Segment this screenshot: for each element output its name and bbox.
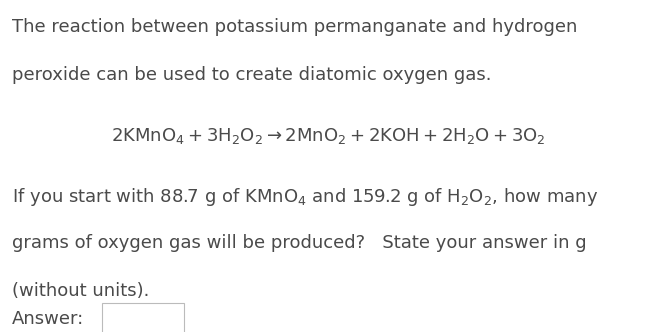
Text: The reaction between potassium permanganate and hydrogen: The reaction between potassium permangan… (12, 18, 578, 36)
Text: Answer:: Answer: (12, 310, 84, 328)
Text: grams of oxygen gas will be produced?   State your answer in g: grams of oxygen gas will be produced? St… (12, 234, 587, 252)
Text: (without units).: (without units). (12, 282, 149, 300)
Text: If you start with 88.7 g of KMnO$_4$ and 159.2 g of H$_2$O$_2$, how many: If you start with 88.7 g of KMnO$_4$ and… (12, 186, 598, 208)
FancyBboxPatch shape (102, 303, 184, 332)
Text: peroxide can be used to create diatomic oxygen gas.: peroxide can be used to create diatomic … (12, 66, 491, 84)
Text: $\mathregular{2KMnO_4 + 3H_2O_2 \rightarrow 2MnO_2 + 2KOH + 2H_2O + 3O_2}$: $\mathregular{2KMnO_4 + 3H_2O_2 \rightar… (111, 126, 546, 146)
